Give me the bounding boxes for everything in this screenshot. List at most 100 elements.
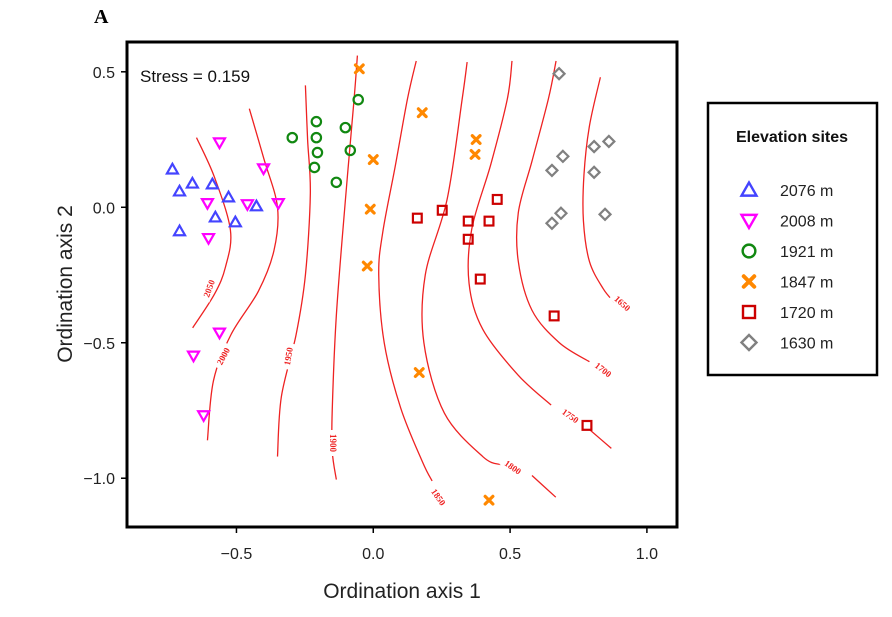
contour-line-1800: [421, 61, 501, 466]
series-2076-m: [165, 161, 264, 237]
data-point: [172, 223, 187, 237]
contour-line-1650: [582, 77, 615, 303]
legend-label: 1720 m: [780, 305, 833, 322]
y-tick-label: 0.0: [93, 200, 115, 217]
data-point: [587, 165, 602, 180]
legend-label: 2008 m: [780, 214, 833, 231]
data-point: [469, 148, 481, 160]
data-point: [587, 139, 602, 154]
legend: Elevation sites 2076 m 2008 m 1921 m 1847 m…: [706, 101, 879, 377]
y-tick-label: −0.5: [83, 336, 115, 353]
data-point: [286, 131, 299, 144]
data-point: [308, 161, 321, 174]
contour-label-bg: [328, 430, 339, 457]
contour-label-bg: [556, 404, 584, 428]
data-point: [413, 367, 425, 379]
data-point: [552, 66, 567, 81]
plot-frame: [125, 40, 679, 529]
data-point: [339, 121, 352, 134]
legend-marker-diamond: [739, 333, 759, 352]
contour-label-bg: [426, 483, 450, 511]
legend-label: 1847 m: [780, 275, 833, 292]
legend-marker-circle: [741, 243, 757, 259]
legend-items: 2076 m 2008 m 1921 m 1847 m 1720 m 1630 m: [739, 180, 833, 353]
x-axis-title: Ordination axis 1: [323, 580, 481, 603]
data-point: [185, 175, 200, 189]
data-point: [212, 327, 227, 341]
legend-marker-square: [741, 304, 757, 320]
contour-label-bg: [589, 357, 617, 382]
data-point: [462, 215, 474, 227]
data-point: [364, 203, 376, 215]
x-tick-label: 0.0: [362, 546, 384, 563]
y-tick-label: −1.0: [83, 471, 115, 488]
contour-line-1900: [331, 55, 359, 480]
legend-item: 2076 m: [739, 180, 833, 200]
legend-item: 1847 m: [741, 274, 833, 292]
x-tick-label: 0.5: [499, 546, 521, 563]
data-point: [544, 163, 560, 178]
contour-label-2050: 2050: [201, 278, 217, 299]
contour-label-1950: 1950: [282, 346, 295, 366]
series-1720-m: [411, 193, 593, 431]
y-axis: 0.5 0.0 −0.5 −1.0: [83, 65, 127, 488]
data-point: [221, 189, 236, 203]
contour-label-bg: [212, 342, 234, 371]
data-point: [361, 260, 373, 272]
data-point: [344, 144, 357, 157]
data-point: [196, 410, 212, 424]
series-1630-m: [544, 66, 616, 231]
legend-label: 2076 m: [780, 183, 833, 200]
panel-label: A: [94, 6, 109, 28]
contour-line-1800b: [531, 475, 557, 498]
legend-item: 1630 m: [739, 333, 833, 353]
legend-label: 1921 m: [780, 244, 833, 261]
data-point: [597, 207, 613, 222]
data-point: [411, 212, 423, 224]
contour-line-2000: [206, 108, 279, 441]
contour-label-1900: 1900: [328, 434, 338, 453]
contour-line-1950: [276, 85, 312, 457]
data-point: [352, 93, 364, 106]
data-point: [436, 204, 448, 216]
data-point: [256, 163, 271, 177]
data-point: [186, 350, 201, 364]
legend-label: 1630 m: [780, 336, 833, 353]
stress-annotation: Stress = 0.159: [140, 67, 250, 86]
legend-box: [706, 101, 879, 377]
contour-line-1750b: [589, 428, 612, 449]
contour-label-bg: [199, 274, 219, 303]
legend-marker-triangle-up: [739, 180, 759, 197]
contour-label-bg: [609, 291, 636, 316]
legend-item: 1921 m: [741, 243, 833, 261]
data-point: [353, 63, 365, 75]
legend-marker-cross: [741, 274, 757, 289]
x-tick-label: 1.0: [636, 546, 658, 563]
data-point: [310, 131, 323, 144]
legend-item: 1720 m: [741, 304, 833, 322]
data-point: [240, 199, 255, 213]
data-point: [249, 198, 264, 212]
data-point: [311, 146, 324, 159]
data-point: [474, 273, 486, 285]
data-point: [367, 154, 379, 166]
contour-line-1750: [467, 60, 552, 406]
data-point: [601, 134, 616, 149]
data-point: [555, 149, 570, 164]
y-axis-title: Ordination axis 2: [54, 205, 77, 363]
data-point: [310, 115, 323, 128]
data-point: [201, 232, 216, 246]
legend-item: 2008 m: [739, 214, 833, 231]
series-1921-m: [286, 93, 364, 189]
contour-line-1850: [378, 60, 433, 482]
data-point: [165, 161, 180, 175]
series-2008-m: [186, 137, 286, 424]
x-tick-label: −0.5: [221, 546, 253, 563]
data-point: [491, 193, 503, 205]
data-point: [212, 137, 227, 151]
data-point: [330, 176, 343, 189]
contour-label-bg: [281, 342, 296, 370]
x-axis: −0.5 0.0 0.5 1.0: [221, 527, 658, 563]
